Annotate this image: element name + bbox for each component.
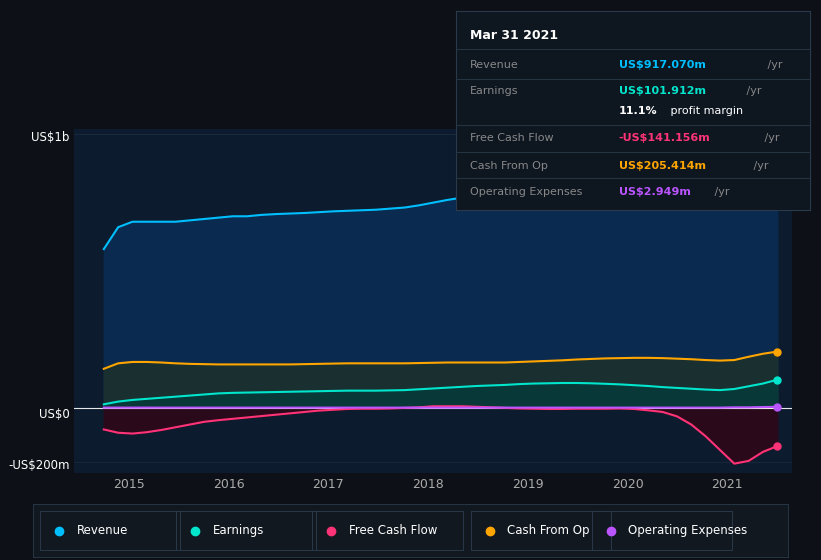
Text: Earnings: Earnings — [213, 524, 264, 537]
Text: Revenue: Revenue — [470, 60, 519, 70]
Text: /yr: /yr — [764, 60, 782, 70]
Text: Revenue: Revenue — [76, 524, 128, 537]
Text: Cash From Op: Cash From Op — [470, 161, 548, 171]
Text: US$917.070m: US$917.070m — [619, 60, 706, 70]
Text: Operating Expenses: Operating Expenses — [628, 524, 747, 537]
Text: Mar 31 2021: Mar 31 2021 — [470, 29, 558, 41]
Text: US$101.912m: US$101.912m — [619, 86, 706, 96]
Text: Free Cash Flow: Free Cash Flow — [349, 524, 437, 537]
Text: US$1b: US$1b — [31, 130, 70, 144]
Text: -US$141.156m: -US$141.156m — [619, 133, 710, 143]
Text: US$2.949m: US$2.949m — [619, 187, 690, 197]
Text: profit margin: profit margin — [667, 106, 743, 115]
Text: /yr: /yr — [761, 133, 779, 143]
Text: Earnings: Earnings — [470, 86, 518, 96]
Text: US$0: US$0 — [39, 408, 70, 421]
Text: Cash From Op: Cash From Op — [507, 524, 589, 537]
Text: -US$200m: -US$200m — [8, 459, 70, 473]
Text: /yr: /yr — [750, 161, 768, 171]
Text: /yr: /yr — [743, 86, 761, 96]
Text: US$205.414m: US$205.414m — [619, 161, 706, 171]
Text: 11.1%: 11.1% — [619, 106, 658, 115]
Text: Free Cash Flow: Free Cash Flow — [470, 133, 553, 143]
Text: /yr: /yr — [711, 187, 730, 197]
Text: Operating Expenses: Operating Expenses — [470, 187, 582, 197]
